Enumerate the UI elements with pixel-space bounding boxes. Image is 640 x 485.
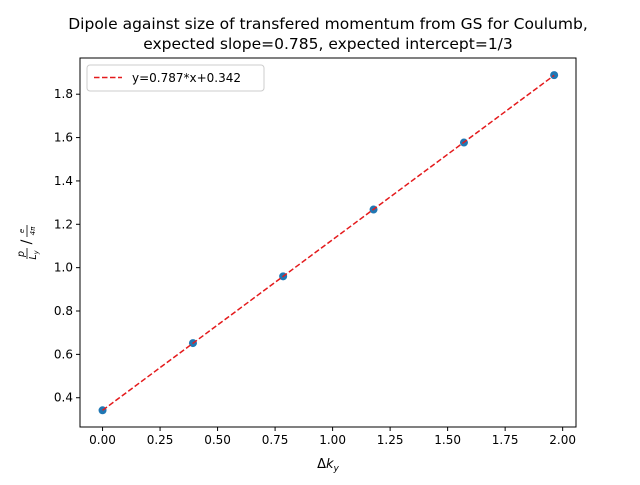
y-tick-label: 0.4: [54, 391, 73, 405]
y-label-inner-numerator: e: [18, 229, 26, 233]
x-tick-label: 0.25: [147, 433, 174, 447]
fit-line: [102, 74, 555, 411]
y-label-inner-denominator: 4π: [29, 226, 37, 235]
x-axis-label-prefix: Δ: [317, 457, 326, 472]
y-label-outer-denominator: Ly: [28, 250, 40, 259]
x-axis-label: Δky: [317, 457, 339, 474]
y-axis-label: p Ly / e 4π: [16, 225, 40, 260]
x-tick-label: 0.50: [204, 433, 231, 447]
x-axis-label-var: k: [326, 457, 334, 472]
x-tick-label: 1.25: [377, 433, 404, 447]
legend-frame: [86, 64, 265, 92]
axes-frame: [79, 57, 577, 428]
y-label-slash: /: [19, 239, 35, 244]
x-tick-label: 2.00: [549, 433, 576, 447]
y-tick-label: 1.0: [54, 261, 73, 275]
x-tick-label: 1.75: [492, 433, 519, 447]
y-tick-label: 0.8: [54, 304, 73, 318]
y-tick-label: 1.4: [54, 174, 73, 188]
data-point: [550, 71, 559, 80]
chart-title-line-2: expected slope=0.785, expected intercept…: [143, 35, 513, 53]
x-tick-label: 1.50: [434, 433, 461, 447]
legend: y=0.787*x+0.342: [86, 64, 265, 92]
x-axis-ticks: 0.00 0.25 0.50 0.75 1.00 1.25 1.50 1.75 2.00: [89, 427, 576, 447]
y-axis-ticks: 0.4 0.6 0.8 1.0 1.2 1.4 1.6 1.8: [54, 87, 80, 405]
y-tick-label: 1.8: [54, 87, 73, 101]
y-label-outer-numerator: p: [16, 251, 27, 258]
y-tick-label: 1.2: [54, 217, 73, 231]
chart-title-line-1: Dipole against size of transfered moment…: [68, 15, 588, 33]
x-axis-label-sub: y: [333, 464, 340, 474]
plot-area: [79, 57, 577, 428]
legend-label-fit: y=0.787*x+0.342: [132, 71, 241, 85]
x-tick-label: 0.75: [262, 433, 289, 447]
y-tick-label: 1.6: [54, 131, 73, 145]
x-tick-label: 0.00: [89, 433, 116, 447]
y-tick-label: 0.6: [54, 347, 73, 361]
x-tick-label: 1.00: [319, 433, 346, 447]
